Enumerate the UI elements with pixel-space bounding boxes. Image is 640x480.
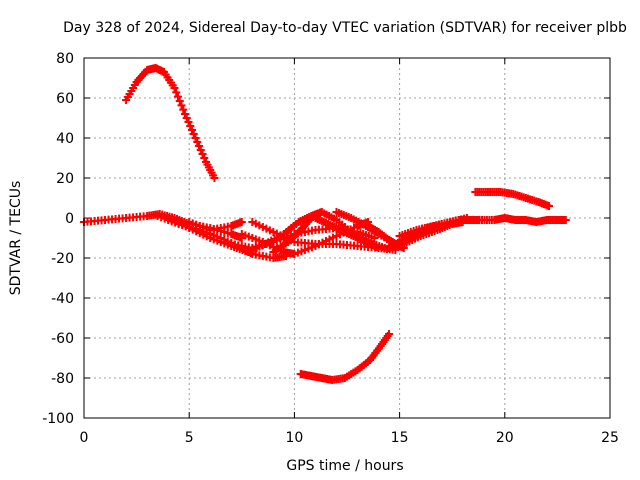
data-point bbox=[180, 110, 189, 118]
data-points bbox=[80, 64, 570, 384]
data-point bbox=[184, 118, 193, 126]
data-point bbox=[186, 122, 195, 130]
data-point bbox=[195, 142, 204, 150]
data-point bbox=[188, 126, 197, 134]
grid bbox=[84, 58, 610, 418]
y-tick-label: -40 bbox=[51, 291, 74, 307]
data-point bbox=[561, 216, 570, 224]
series bbox=[471, 188, 553, 210]
data-point bbox=[172, 88, 181, 97]
x-axis-label: GPS time / hours bbox=[286, 458, 403, 474]
x-axis-ticks: 0 5 10 15 20 25 bbox=[80, 58, 619, 446]
series bbox=[395, 214, 471, 240]
y-tick-label: -60 bbox=[51, 331, 74, 347]
data-point bbox=[374, 244, 383, 252]
data-point bbox=[182, 114, 191, 122]
chart-title: Day 328 of 2024, Sidereal Day-to-day VTE… bbox=[63, 20, 627, 36]
data-point bbox=[210, 174, 219, 182]
y-axis-label: SDTVAR / TECUs bbox=[8, 181, 24, 296]
x-tick-label: 5 bbox=[185, 430, 194, 446]
series bbox=[296, 330, 394, 384]
x-tick-label: 15 bbox=[391, 430, 409, 446]
y-tick-label: -20 bbox=[51, 251, 74, 267]
y-tick-label: 60 bbox=[56, 91, 74, 107]
data-point bbox=[173, 92, 182, 101]
y-axis-ticks: -100 -80 -60 -40 -20 0 20 40 60 80 bbox=[42, 51, 610, 427]
data-point bbox=[237, 218, 246, 226]
x-tick-label: 10 bbox=[285, 430, 303, 446]
data-point bbox=[193, 138, 202, 146]
plot-frame bbox=[83, 57, 611, 419]
y-tick-label: 80 bbox=[56, 51, 74, 67]
x-tick-label: 0 bbox=[80, 430, 89, 446]
data-point bbox=[196, 146, 205, 154]
y-tick-label: 0 bbox=[65, 211, 74, 227]
data-point bbox=[462, 214, 471, 222]
data-point bbox=[179, 105, 188, 114]
y-tick-label: -100 bbox=[42, 411, 74, 427]
data-point bbox=[385, 330, 394, 338]
data-point bbox=[198, 150, 207, 158]
y-tick-label: 40 bbox=[56, 131, 74, 147]
y-tick-label: 20 bbox=[56, 171, 74, 187]
data-point bbox=[189, 130, 198, 138]
series bbox=[122, 64, 219, 182]
data-point bbox=[544, 202, 553, 210]
data-point bbox=[177, 101, 186, 110]
x-tick-label: 25 bbox=[601, 430, 619, 446]
x-tick-label: 20 bbox=[496, 430, 514, 446]
data-point bbox=[170, 84, 179, 92]
y-tick-label: -80 bbox=[51, 371, 74, 387]
data-point bbox=[175, 97, 184, 105]
data-point bbox=[191, 134, 200, 142]
series bbox=[311, 214, 383, 252]
series bbox=[185, 218, 246, 234]
